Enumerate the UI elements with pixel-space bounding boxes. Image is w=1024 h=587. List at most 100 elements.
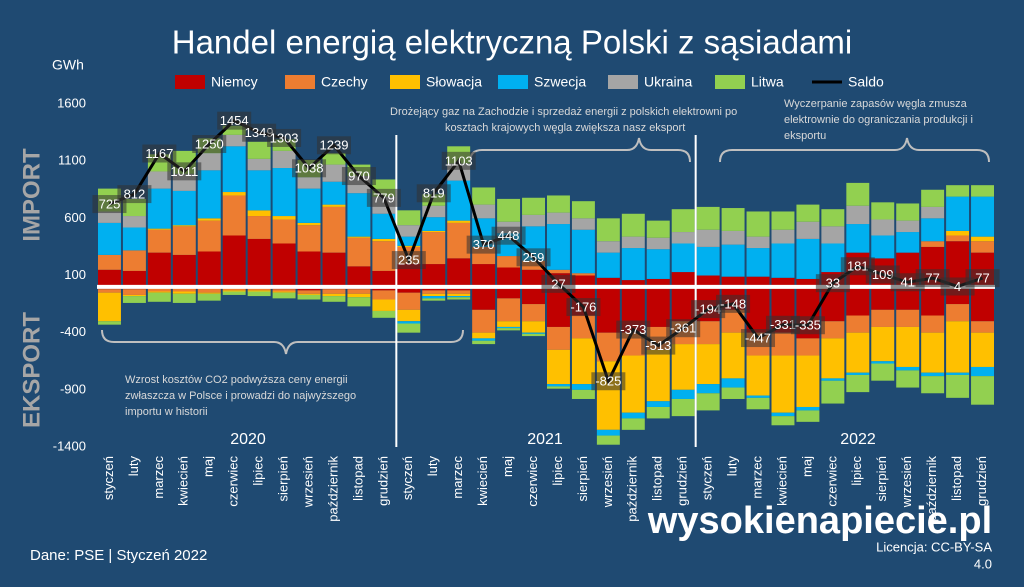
bar-segment: [297, 293, 321, 295]
label-box: [341, 167, 376, 186]
data-label: -447: [745, 330, 771, 345]
data-label: 779: [373, 190, 395, 205]
bar-segment: [646, 249, 670, 279]
bar-segment: [172, 288, 196, 292]
bar-segment: [846, 286, 870, 316]
legend-label: Ukraina: [644, 74, 692, 90]
label-box: [566, 298, 601, 317]
x-tick-label: wrzesień: [300, 456, 315, 508]
bar-segment: [971, 332, 994, 367]
brace: [101, 329, 464, 355]
bar-segment: [671, 286, 695, 322]
annotation: elektrownie do ograniczania produkcji i: [784, 114, 973, 126]
bar-segment: [122, 294, 146, 297]
bar-segment: [746, 248, 770, 277]
data-label: -825: [595, 374, 621, 389]
bar-segment: [422, 298, 446, 301]
data-label: -194: [695, 302, 721, 317]
source: Dane: PSE | Styczeń 2022: [30, 547, 207, 564]
bar-segment: [921, 241, 945, 247]
bar-segment: [372, 238, 396, 242]
bar-segment: [771, 412, 795, 417]
bar-segment: [796, 355, 820, 407]
y-tick-label: -400: [60, 324, 86, 339]
bar-segment: [746, 395, 770, 398]
bar-segment: [821, 243, 845, 273]
bar-segment: [696, 393, 720, 411]
data-label: -361: [670, 321, 696, 336]
bar-segment: [596, 286, 620, 333]
bar-segment: [596, 218, 620, 242]
bar-segment: [247, 141, 271, 159]
label-box: [391, 251, 426, 270]
data-label: 259: [523, 250, 545, 265]
bar-segment: [172, 254, 196, 287]
bar-segment: [197, 170, 221, 219]
bar-segment: [322, 164, 346, 182]
bar-segment: [621, 355, 645, 413]
bar-segment: [272, 289, 296, 292]
data-label: 725: [99, 196, 121, 211]
bar-segment: [746, 397, 770, 410]
annotation: importu w historii: [125, 406, 208, 418]
label-box: [167, 162, 202, 181]
x-tick-label: kwiecień: [176, 456, 191, 506]
bar-segment: [721, 276, 745, 287]
bar-segment: [896, 286, 920, 310]
bar-segment: [172, 293, 196, 303]
bar-segment: [596, 252, 620, 278]
data-label: -513: [645, 338, 671, 353]
data-label: 1349: [245, 125, 274, 140]
bar-segment: [721, 378, 745, 388]
bar-segment: [646, 286, 670, 327]
bar-segment: [671, 398, 695, 417]
bar-segment: [222, 134, 246, 147]
bar-segment: [547, 286, 570, 327]
bar-segment: [447, 220, 471, 223]
bar-segment: [98, 321, 121, 325]
bar-segment: [222, 146, 246, 193]
bar-segment: [796, 204, 820, 222]
bar-segment: [946, 185, 970, 197]
bar-segment: [871, 235, 895, 259]
bar-segment: [297, 177, 321, 189]
bar-segment: [297, 294, 321, 300]
data-label: 448: [498, 228, 520, 243]
annotation: Drożejący gaz na Zachodzie i sprzedaż en…: [390, 106, 737, 118]
bar-segment: [571, 218, 595, 230]
bar-segment: [247, 238, 271, 287]
bar-segment: [746, 211, 770, 237]
bar-segment: [846, 224, 870, 253]
brace: [469, 137, 691, 163]
bar-segment: [447, 180, 471, 221]
bar-segment: [247, 210, 271, 217]
bar-segment: [896, 220, 920, 233]
bar-segment: [522, 197, 545, 215]
data-label: 1167: [145, 146, 173, 161]
bar-segment: [621, 412, 645, 419]
bar-segment: [147, 188, 171, 229]
bar-segment: [571, 384, 595, 390]
bar-segment: [921, 315, 945, 333]
bar-segment: [472, 204, 496, 219]
x-tick-label: marzec: [749, 456, 764, 499]
bar-segment: [646, 220, 670, 238]
legend-swatch: [175, 75, 205, 89]
bar-segment: [646, 406, 670, 419]
export-label: EKSPORT: [18, 312, 45, 428]
label-box: [416, 184, 451, 203]
bar-segment: [871, 363, 895, 381]
bar-segment: [222, 192, 246, 196]
x-tick-label: styczeń: [400, 456, 415, 500]
x-tick-label: kwiecień: [774, 456, 789, 506]
y-tick-label: 100: [64, 267, 86, 282]
bar-segment: [147, 171, 171, 189]
bar-segment: [122, 227, 146, 251]
bar-segment: [472, 340, 496, 345]
bar-segment: [971, 196, 994, 237]
bar-segment: [596, 361, 620, 430]
bar-segment: [746, 286, 770, 333]
bar-segment: [447, 296, 471, 298]
label-box: [965, 269, 1000, 288]
bar-segment: [621, 236, 645, 249]
